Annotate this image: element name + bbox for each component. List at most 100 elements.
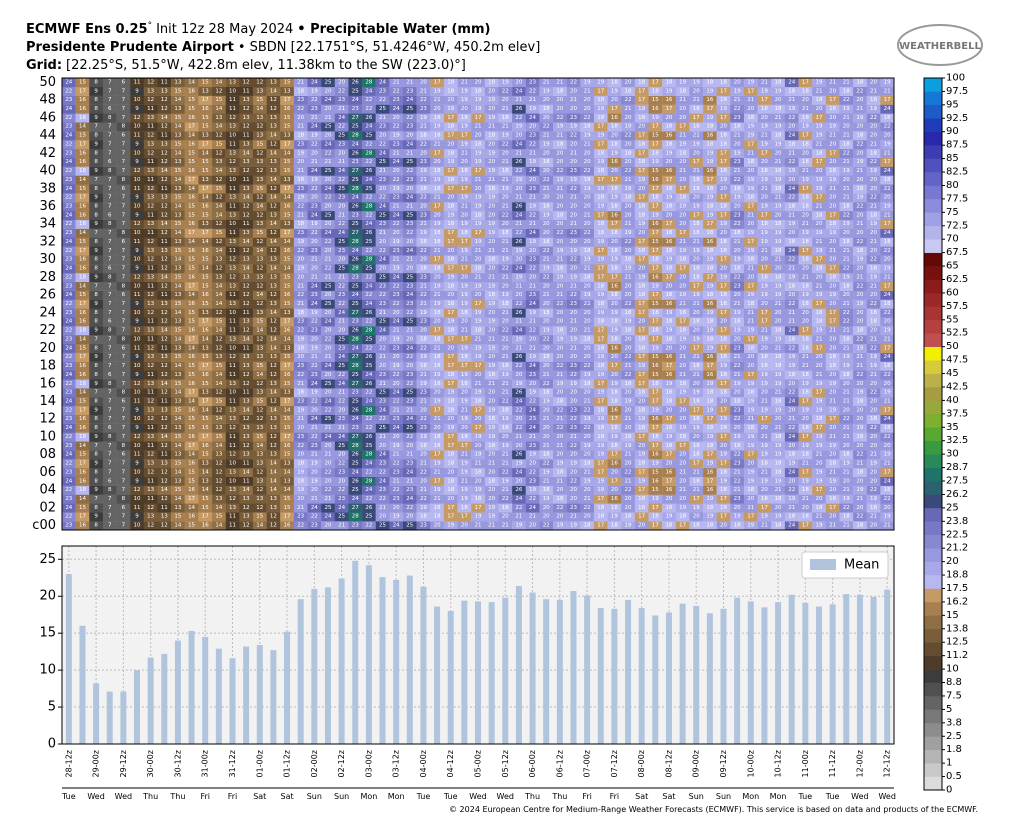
heat-cell	[866, 184, 881, 194]
heat-cell	[416, 281, 431, 291]
cell-value: 17	[652, 186, 659, 192]
heat-cell	[525, 494, 540, 504]
cell-value: 17	[652, 266, 659, 272]
header-line-1: ECMWF Ens 0.25° Init 12z 28 May 2024 • Pre…	[26, 21, 490, 37]
heat-cell	[89, 405, 104, 415]
heat-cell	[593, 414, 608, 424]
cell-value: 20	[515, 186, 522, 192]
cell-value: 18	[815, 266, 822, 272]
heat-cell	[416, 467, 431, 478]
heat-cell	[512, 335, 526, 345]
heat-cell	[484, 184, 499, 194]
cell-value: 6	[108, 425, 112, 431]
cell-value: 23	[65, 496, 72, 502]
cell-value: 20	[556, 195, 563, 201]
heat-cell	[375, 441, 390, 451]
heat-cell	[607, 485, 622, 495]
cell-value: 18	[79, 221, 86, 227]
heat-cell	[198, 290, 213, 300]
heat-cell	[730, 494, 745, 504]
cell-value: 17	[720, 345, 727, 351]
cell-value: 20	[679, 283, 686, 289]
heat-cell	[716, 281, 731, 291]
cell-value: 20	[761, 425, 768, 431]
heat-cell	[839, 237, 854, 247]
cell-value: 8	[94, 319, 98, 325]
heat-cell	[293, 272, 308, 283]
cell-value: 22	[406, 354, 413, 360]
cell-value: 20	[870, 177, 877, 183]
cell-value: 19	[706, 407, 713, 413]
heat-cell	[252, 503, 267, 513]
cell-value: 20	[761, 487, 768, 493]
cell-value: 19	[761, 443, 768, 449]
heat-cell	[784, 494, 799, 504]
heat-cell	[389, 503, 404, 513]
heat-cell	[853, 476, 867, 486]
heat-cell	[239, 343, 254, 353]
heat-cell	[443, 255, 458, 265]
cell-value: 21	[870, 336, 877, 342]
heat-cell	[321, 512, 335, 522]
heat-cell	[689, 423, 704, 433]
heat-cell	[743, 414, 758, 424]
heat-cell	[512, 485, 526, 495]
heat-cell	[812, 352, 827, 362]
heat-cell	[580, 397, 595, 407]
heat-cell	[484, 397, 499, 407]
cell-value: 21	[324, 425, 331, 431]
cell-value: 24	[338, 310, 345, 316]
heat-cell	[157, 272, 172, 283]
heat-cell	[143, 503, 158, 513]
cell-value: 19	[393, 266, 400, 272]
cell-value: 22	[788, 301, 795, 307]
heat-cell	[307, 361, 322, 371]
heat-cell	[321, 219, 335, 229]
cell-value: 18	[761, 496, 768, 502]
heat-cell	[348, 521, 363, 531]
heat-cell	[880, 379, 895, 389]
cell-value: 15	[79, 452, 86, 458]
cell-value: 20	[829, 301, 836, 307]
cell-value: 13	[229, 212, 236, 218]
cell-value: 22	[379, 496, 386, 502]
cell-value: 25	[352, 487, 359, 493]
heat-cell	[280, 405, 295, 415]
cell-value: 11	[134, 452, 141, 458]
heat-cell	[634, 343, 649, 353]
heat-cell	[825, 184, 840, 194]
heat-cell	[184, 521, 199, 531]
cell-value: 15	[284, 416, 291, 422]
cell-value: 16	[202, 443, 209, 449]
cell-value: 19	[597, 354, 604, 360]
cell-value: 20	[543, 345, 550, 351]
heat-cell	[266, 405, 281, 415]
heat-cell	[171, 361, 185, 371]
cell-value: 17	[761, 416, 768, 422]
heat-cell	[675, 397, 690, 407]
cell-value: 20	[311, 266, 318, 272]
cell-value: 22	[379, 292, 386, 298]
cell-value: 20	[584, 319, 591, 325]
heat-cell	[116, 308, 131, 318]
heat-cell	[348, 370, 363, 380]
heat-cell	[730, 432, 745, 442]
cell-value: 18	[434, 354, 441, 360]
heat-cell	[171, 370, 185, 380]
heat-cell	[239, 352, 254, 362]
cell-value: 16	[706, 372, 713, 378]
cell-value: 12	[161, 416, 168, 422]
heat-cell	[648, 193, 663, 203]
cell-value: 12	[256, 381, 263, 387]
cell-value: 17	[611, 274, 618, 280]
heat-cell	[225, 441, 240, 451]
heat-cell	[771, 290, 786, 300]
heat-cell	[416, 193, 431, 203]
heat-cell	[62, 388, 76, 398]
cell-value: 7	[108, 204, 112, 210]
heat-cell	[280, 352, 295, 362]
heat-cell	[484, 405, 499, 415]
heat-cell	[757, 352, 772, 362]
heat-cell	[798, 246, 813, 256]
heat-cell	[784, 361, 799, 371]
